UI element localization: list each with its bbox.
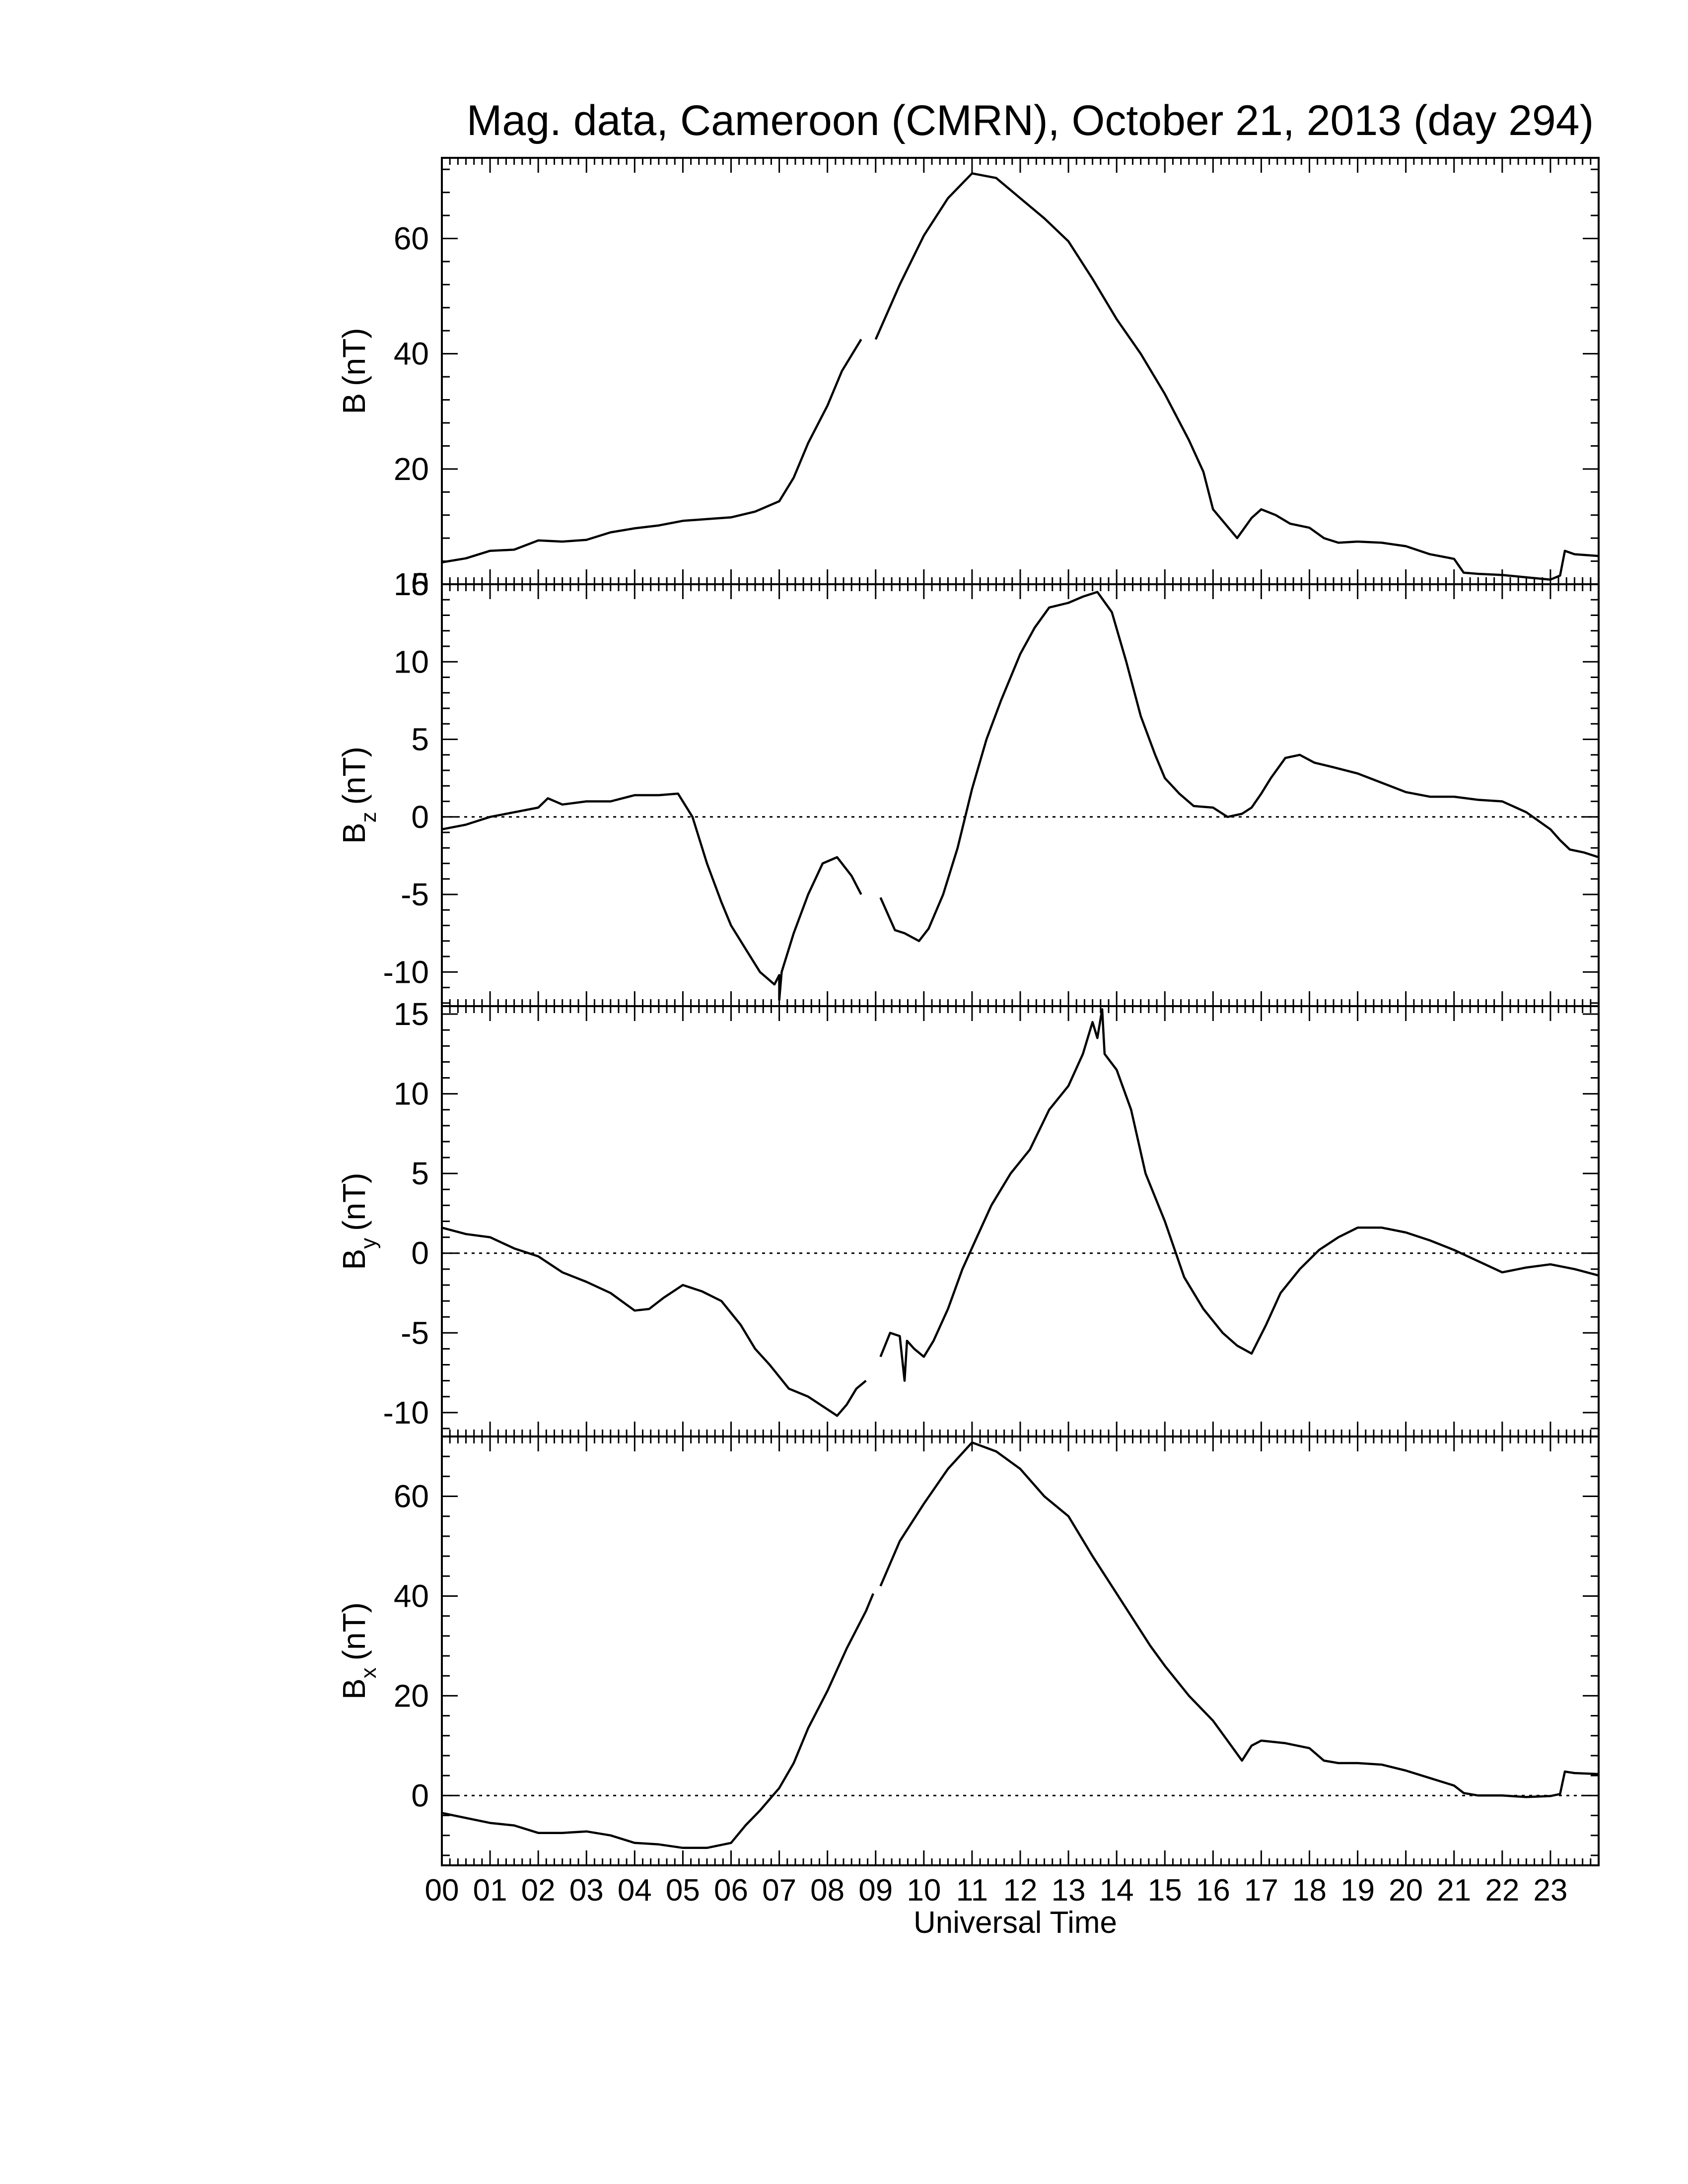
x-tick-label: 17: [1244, 1873, 1278, 1908]
y-tick-label: 10: [394, 644, 429, 680]
x-tick-label: 03: [569, 1873, 604, 1908]
y-tick-label: 40: [394, 336, 429, 372]
y-axis-label-unit: (nT): [336, 328, 372, 386]
y-axis-label-subscript: x: [356, 1667, 381, 1678]
y-axis-label-main: B: [336, 393, 372, 414]
panel-frame: [441, 1005, 1600, 1437]
y-tick-label: -5: [401, 1315, 429, 1351]
y-axis-label-unit: (nT): [336, 747, 372, 805]
x-tick-label: 13: [1052, 1873, 1086, 1908]
x-tick-label: 15: [1148, 1873, 1182, 1908]
series-line-Bx: [879, 1441, 1599, 1798]
y-tick-label: 60: [394, 221, 429, 257]
y-axis-label: By (nT): [336, 1173, 381, 1270]
series-line-Bz: [879, 591, 1599, 943]
chart-title: Mag. data, Cameroon (CMRN), October 21, …: [467, 97, 1594, 144]
y-axis-label-main: B: [336, 1678, 372, 1700]
x-tick-label: 08: [810, 1873, 844, 1908]
x-tick-label: 07: [762, 1873, 796, 1908]
y-tick-label: 20: [394, 451, 429, 487]
y-axis-label-subscript: z: [356, 812, 381, 822]
x-tick-label: 16: [1196, 1873, 1230, 1908]
x-tick-label: 14: [1100, 1873, 1134, 1908]
y-axis-label: Bx (nT): [336, 1602, 381, 1700]
y-tick-label: -5: [401, 877, 429, 912]
series-line-Bx: [441, 1593, 874, 1849]
x-tick-label: 00: [425, 1873, 459, 1908]
series-line-B: [874, 172, 1599, 581]
y-tick-label: 60: [394, 1479, 429, 1514]
y-tick-label: -10: [383, 954, 429, 990]
y-axis-label-unit: (nT): [336, 1173, 372, 1231]
x-tick-label: 19: [1340, 1873, 1375, 1908]
x-tick-label: 10: [907, 1873, 941, 1908]
y-tick-label: 20: [394, 1678, 429, 1713]
y-axis-label-main: B: [336, 1249, 372, 1270]
x-tick-label: 11: [956, 1873, 988, 1908]
x-tick-label: 02: [521, 1873, 556, 1908]
y-tick-label: 0: [411, 1235, 429, 1271]
panel-Bx: 0 20 40 60 Bx (nT): [336, 1435, 1600, 1866]
y-tick-label: 0: [411, 1777, 429, 1813]
x-tick-label: 06: [714, 1873, 748, 1908]
x-tick-label: 09: [858, 1873, 893, 1908]
panels: 0 20 40 60 B (nT) -10 -5 0 5 10 15 Bz (nT) -10 -5 0 5 10 15…: [336, 157, 1600, 1866]
y-tick-label: 5: [411, 1156, 429, 1191]
x-tick-label: 21: [1437, 1873, 1471, 1908]
x-tick-label: 01: [473, 1873, 507, 1908]
panel-frame: [441, 1435, 1600, 1866]
panel-frame: [441, 157, 1600, 585]
series-line-Bz: [441, 792, 862, 1001]
y-tick-label: 40: [394, 1578, 429, 1614]
y-tick-label: 15: [394, 566, 429, 602]
series-line-By: [879, 1008, 1599, 1382]
x-tick-label: 20: [1389, 1873, 1423, 1908]
panel-Bz: -10 -5 0 5 10 15 Bz (nT): [336, 566, 1600, 1007]
y-axis-label: Bz (nT): [336, 747, 381, 844]
y-axis-label-unit: (nT): [336, 1602, 372, 1660]
y-tick-label: 0: [411, 799, 429, 835]
y-axis-label: B (nT): [336, 328, 372, 414]
series-line-B: [441, 339, 862, 564]
x-tick-label: 05: [666, 1873, 700, 1908]
x-tick-label: 23: [1533, 1873, 1567, 1908]
x-axis-label: Universal Time: [914, 1906, 1117, 1940]
y-tick-label: 0: [411, 566, 429, 602]
x-tick-label: 22: [1485, 1873, 1519, 1908]
x-tick-label: 04: [618, 1873, 652, 1908]
panel-By: -10 -5 0 5 10 15 By (nT): [336, 996, 1600, 1437]
y-axis-label-main: B: [336, 822, 372, 844]
y-tick-label: 15: [394, 996, 429, 1032]
y-tick-label: 5: [411, 722, 429, 757]
x-tick-label: 12: [1003, 1873, 1038, 1908]
y-axis-label-subscript: y: [356, 1238, 381, 1249]
y-tick-label: -10: [383, 1395, 429, 1431]
y-tick-label: 10: [394, 1076, 429, 1112]
series-line-By: [441, 1227, 867, 1417]
panel-B: 0 20 40 60 B (nT): [336, 157, 1600, 602]
x-tick-label: 18: [1292, 1873, 1327, 1908]
x-tick-labels: 00 01 02 03 04 05 06 07 08 09 10 11 12 13 14 15 16 17 18 19…: [425, 1873, 1568, 1908]
